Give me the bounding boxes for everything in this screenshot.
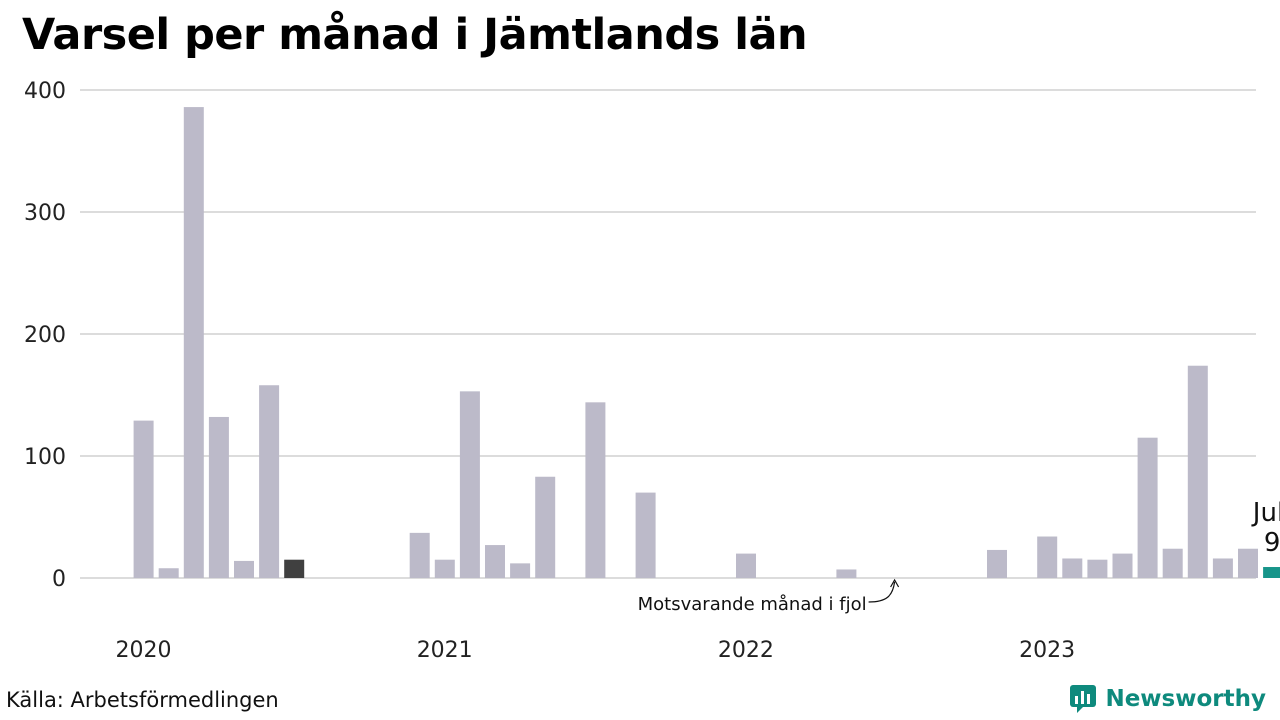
bar — [284, 559, 305, 578]
brand-name: Newsworthy — [1105, 686, 1266, 712]
annotations: Juli9 Motsvarande månad i fjol — [638, 498, 1280, 615]
highlight-month-label: Juli — [1251, 498, 1280, 528]
bar — [259, 385, 280, 578]
newsworthy-logo-icon — [1070, 685, 1097, 713]
bar — [987, 549, 1007, 578]
x-tick-label: 2021 — [417, 638, 473, 663]
annotation-text: Motsvarande månad i fjol — [638, 594, 867, 615]
bar — [1263, 567, 1280, 578]
bar — [1187, 365, 1208, 578]
x-axis-ticks: 2020 2021 2022 2023 — [116, 638, 1076, 663]
bar — [635, 492, 656, 578]
bar — [1087, 559, 1108, 578]
bar — [836, 569, 857, 578]
bar — [234, 560, 254, 578]
bar — [208, 416, 229, 578]
page-title: Varsel per månad i Jämtlands län — [22, 10, 808, 60]
bar — [409, 532, 430, 578]
y-tick-label: 300 — [24, 201, 66, 226]
bars — [133, 107, 1280, 578]
bar — [434, 559, 455, 578]
bar — [1112, 553, 1133, 578]
bar — [1238, 548, 1258, 578]
grid-lines — [80, 89, 1256, 579]
bar — [459, 391, 480, 578]
y-tick-label: 200 — [24, 323, 66, 348]
bar — [1062, 558, 1083, 578]
bar — [1037, 536, 1058, 578]
bar — [1212, 558, 1233, 578]
x-tick-label: 2022 — [718, 638, 774, 663]
bar — [585, 402, 606, 578]
bar — [736, 553, 756, 578]
bar — [158, 568, 179, 578]
bar — [485, 545, 505, 578]
x-tick-label: 2020 — [116, 638, 172, 663]
bar — [1162, 548, 1183, 578]
highlight-value-label: 9 — [1264, 528, 1280, 558]
annotation-arrow — [868, 581, 896, 603]
x-tick-label: 2023 — [1019, 638, 1075, 663]
y-tick-label: 0 — [52, 567, 66, 592]
source-note: Källa: Arbetsförmedlingen — [6, 688, 279, 712]
bar — [1137, 437, 1158, 578]
bar — [183, 107, 204, 578]
annotation-arrowhead — [890, 578, 900, 588]
brand-logo[interactable]: Newsworthy — [1069, 684, 1266, 714]
y-tick-label: 400 — [24, 79, 66, 104]
y-tick-label: 100 — [24, 445, 66, 470]
bar — [133, 420, 154, 578]
y-axis-ticks: 0 100 200 300 400 — [24, 79, 66, 592]
bar — [535, 476, 556, 578]
bar — [510, 563, 531, 578]
